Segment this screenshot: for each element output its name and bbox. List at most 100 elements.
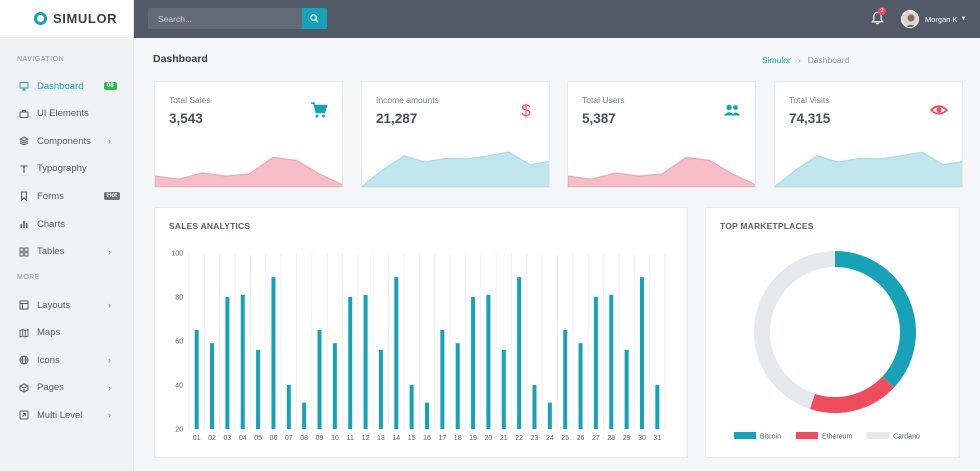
x-tick-label: 22 <box>515 435 523 442</box>
x-tick-label: 01 <box>193 435 201 442</box>
bar-01 <box>194 330 199 429</box>
x-tick-label: 25 <box>561 435 569 442</box>
bar-11 <box>348 297 353 429</box>
package-icon <box>19 383 29 393</box>
sidebar-item-pages[interactable]: Pages › <box>0 378 134 398</box>
x-tick-label: 12 <box>362 435 370 442</box>
x-tick-label: 28 <box>607 435 615 442</box>
legend-swatch <box>867 432 889 439</box>
sidebar-item-label: Forms <box>37 190 64 202</box>
sparkline-area <box>155 156 342 187</box>
page-title: Dashboard <box>153 53 208 65</box>
sidebar-item-maps[interactable]: Maps <box>0 323 134 343</box>
sidebar-item-label: Multi Level <box>37 409 83 421</box>
sidebar-item-icons[interactable]: Icons › <box>0 350 134 370</box>
bar-23 <box>532 385 537 429</box>
sidebar-item-label: UI Elements <box>37 108 89 120</box>
layout-icon <box>19 300 29 310</box>
legend-label: Ethereum <box>822 434 853 441</box>
grid-icon <box>19 247 29 257</box>
x-tick-label: 06 <box>270 435 278 442</box>
sidebar-item-ui-elements[interactable]: UI Elements <box>0 104 134 124</box>
nav-heading: NAVIGATION <box>17 56 65 63</box>
sidebar-item-label: Maps <box>37 327 61 339</box>
sidebar-item-charts[interactable]: Charts <box>0 214 134 234</box>
x-tick-label: 21 <box>500 435 508 442</box>
stat-label: Total Sales <box>169 95 211 105</box>
svg-text:$: $ <box>521 101 531 119</box>
x-tick-label: 26 <box>577 435 585 442</box>
legend-label: Cardano <box>893 434 920 441</box>
y-tick-label: 100 <box>171 251 183 258</box>
chevron-right-icon: › <box>108 300 111 310</box>
chevron-right-icon: › <box>108 355 111 366</box>
x-tick-label: 02 <box>208 435 216 442</box>
sparkline-area <box>568 156 755 187</box>
y-tick-label: 60 <box>175 339 183 346</box>
sidebar-item-label: Components <box>37 135 91 147</box>
sidebar-item-layouts[interactable]: Layouts › <box>0 295 134 315</box>
bar-14 <box>394 277 399 429</box>
sidebar-item-forms[interactable]: Forms Hot <box>0 186 134 206</box>
top-marketplaces-card: TOP MARKETPLACES Bitcoin Ethereum Cardano <box>705 207 960 458</box>
sidebar-item-components[interactable]: Components › <box>0 131 134 151</box>
donut-slice-cardano <box>754 251 836 410</box>
bar-08 <box>302 402 307 429</box>
bar-03 <box>225 297 230 429</box>
eye-icon <box>929 101 949 119</box>
y-tick-label: 80 <box>175 295 183 302</box>
sidebar-item-typography[interactable]: Typography <box>0 159 134 179</box>
chevron-right-icon: › <box>108 410 111 421</box>
sidebar-item-tables[interactable]: Tables › <box>0 242 134 262</box>
sparkline-chart <box>362 151 549 187</box>
logo[interactable]: SIMULOR <box>0 0 133 38</box>
bar-05 <box>256 349 261 429</box>
x-tick-label: 10 <box>331 435 339 442</box>
text-icon <box>19 164 29 174</box>
x-tick-label: 15 <box>408 435 416 442</box>
dollar-icon: $ <box>517 101 535 120</box>
x-tick-label: 03 <box>223 435 231 442</box>
stat-value: 21,287 <box>376 111 418 126</box>
x-tick-label: 11 <box>347 435 354 442</box>
top-marketplaces-title: TOP MARKETPLACES <box>720 221 814 231</box>
stat-card-income-amounts: Income amounts 21,287 $ <box>361 81 550 188</box>
topbar: 2 Morgan K ▼ <box>134 0 980 38</box>
x-tick-label: 16 <box>423 435 431 442</box>
sidebar-item-label: Layouts <box>37 299 71 311</box>
bar-07 <box>286 385 291 429</box>
donut-slice-bitcoin <box>834 251 916 388</box>
bar-21 <box>501 349 506 429</box>
sidebar-item-label: Typography <box>37 163 87 175</box>
legend-swatch <box>734 432 756 439</box>
bar-22 <box>517 277 522 429</box>
sidebar-item-dashboard[interactable]: Dashboard 08 <box>0 76 134 96</box>
y-tick-label: 20 <box>175 427 183 434</box>
x-tick-label: 19 <box>469 435 477 442</box>
share-icon <box>19 410 29 420</box>
sidebar-item-label: Icons <box>37 354 60 366</box>
x-tick-label: 09 <box>316 435 324 442</box>
sales-bar-chart: 20 40 60 80 100 01 02 03 04 05 06 07 08 09 10 11 12 13 14 1… <box>171 251 666 442</box>
notification-badge: 2 <box>878 7 886 15</box>
logo-text: SIMULOR <box>53 11 118 26</box>
sales-analytics-title: SALES ANALYTICS <box>169 221 251 231</box>
chevron-right-icon: › <box>108 246 111 257</box>
x-tick-label: 14 <box>392 435 400 442</box>
x-tick-label: 08 <box>300 435 308 442</box>
search-button[interactable] <box>302 8 327 29</box>
chevron-down-icon: ▼ <box>960 16 967 22</box>
stat-card-total-visits: Total Visits 74,315 <box>774 81 963 188</box>
bar-29 <box>624 349 629 429</box>
sparkline-chart <box>775 151 962 187</box>
search-input[interactable] <box>148 8 302 29</box>
search-icon <box>310 14 319 23</box>
legend-swatch <box>796 432 818 439</box>
stat-value: 5,387 <box>582 111 616 126</box>
layers-icon <box>19 136 29 146</box>
breadcrumb-link-home[interactable]: Simulor <box>762 55 791 65</box>
bar-15 <box>409 385 414 429</box>
sidebar-item-multi-level[interactable]: Multi Level › <box>0 405 134 425</box>
user-menu[interactable]: Morgan K ▼ <box>901 9 966 29</box>
bar-02 <box>210 343 215 429</box>
